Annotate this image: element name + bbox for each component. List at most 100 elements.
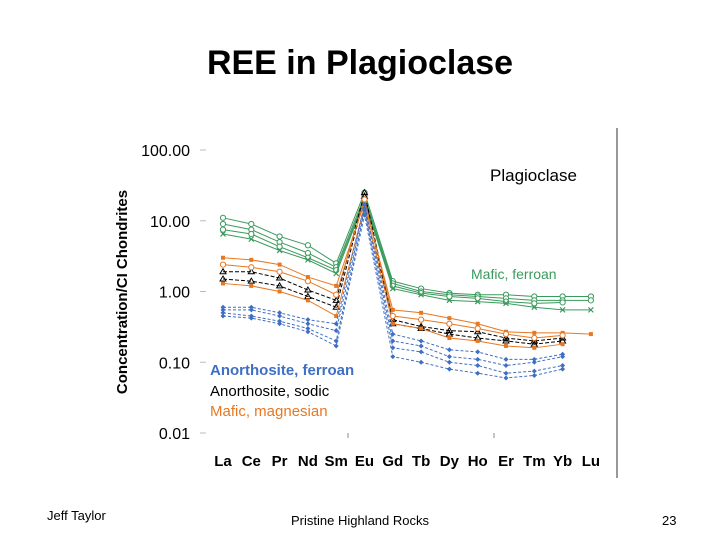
data-point	[475, 321, 480, 326]
data-point	[277, 313, 283, 319]
y-tick-label: 10.00	[150, 214, 190, 231]
data-point	[305, 321, 311, 327]
y-tick-label: 1.00	[159, 285, 190, 302]
data-point	[503, 356, 509, 362]
data-point	[447, 336, 452, 341]
y-tick-label: 0.01	[159, 426, 190, 443]
series-line	[222, 195, 591, 301]
data-point	[275, 281, 284, 289]
y-tick-label: 100.00	[141, 143, 190, 160]
data-point	[503, 362, 509, 368]
label-layer: La Ce Pr Nd Sm Eu Gd Tb Dy Ho Er Tm Yb Lu Plagioclase M…	[210, 166, 600, 470]
data-point	[502, 336, 510, 344]
ree-chart: 100.00 10.00 1.00 0.10 0.01 Concentration/CI …	[114, 128, 618, 478]
data-point	[532, 330, 537, 335]
data-point	[249, 257, 254, 262]
annotation-plagioclase: Plagioclase	[490, 166, 577, 185]
series-blue-10	[220, 207, 566, 376]
data-point	[248, 230, 255, 238]
data-point	[221, 281, 225, 286]
annotation-anorthosite-ferroan: Anorthosite, ferroan	[210, 362, 354, 379]
data-point	[304, 256, 311, 263]
data-point	[419, 326, 424, 331]
data-point	[560, 366, 566, 372]
data-point	[276, 268, 283, 275]
data-point	[446, 359, 452, 365]
talk-title-footer: Pristine Highland Rocks	[290, 513, 429, 528]
data-point	[333, 328, 339, 334]
x-tick-label-er: Er	[498, 453, 514, 470]
data-point	[305, 325, 311, 331]
page-number: 23	[662, 513, 677, 528]
x-tick-label-sm: Sm	[325, 453, 348, 470]
series-blue-11	[220, 201, 566, 362]
data-point	[219, 261, 227, 268]
data-point	[276, 247, 283, 254]
data-point	[474, 298, 481, 305]
data-point	[220, 304, 226, 310]
data-point	[360, 188, 369, 196]
x-tick-label-lu: Lu	[582, 453, 600, 470]
y-tick-label: 0.10	[159, 355, 190, 372]
x-tick-label-nd: Nd	[298, 453, 318, 470]
data-point	[277, 262, 282, 267]
data-point	[446, 320, 453, 327]
x-tick-label-eu: Eu	[355, 453, 374, 470]
data-point	[334, 283, 339, 288]
data-point	[560, 351, 566, 357]
data-point	[305, 329, 311, 335]
data-point	[221, 255, 225, 260]
y-axis-label: Concentration/CI Chondrites	[114, 190, 131, 394]
data-point	[532, 345, 537, 350]
data-point	[332, 303, 341, 310]
author-footer: Jeff Taylor	[47, 508, 106, 523]
data-point	[475, 338, 480, 343]
data-point	[502, 330, 510, 338]
data-point	[277, 289, 282, 294]
annotation-mafic-magnesian: Mafic, magnesian	[210, 403, 328, 420]
data-point	[219, 275, 227, 282]
data-point	[276, 233, 283, 240]
series-green-0	[219, 189, 595, 300]
series-green-3	[220, 198, 594, 313]
data-point	[531, 372, 537, 378]
data-point	[446, 297, 453, 304]
data-point	[445, 326, 454, 334]
data-point	[418, 343, 424, 349]
data-point	[531, 359, 537, 365]
data-point	[475, 356, 481, 362]
data-point	[249, 283, 254, 288]
data-point	[560, 342, 565, 347]
series-green-1	[219, 193, 595, 304]
data-point	[531, 334, 538, 342]
x-tick-label-tb: Tb	[412, 453, 430, 470]
data-point	[220, 310, 226, 316]
data-point	[220, 313, 226, 319]
data-point	[304, 278, 311, 285]
data-point	[248, 304, 254, 310]
data-point	[446, 347, 452, 353]
data-point	[305, 298, 310, 303]
data-point	[475, 349, 481, 355]
data-point	[219, 220, 227, 228]
data-point	[390, 354, 396, 360]
data-point	[559, 332, 566, 339]
data-point	[559, 306, 566, 313]
data-point	[503, 370, 509, 376]
x-tick-label-dy: Dy	[440, 453, 460, 470]
data-point	[560, 362, 566, 368]
data-point	[475, 370, 481, 376]
data-point	[587, 306, 594, 313]
series-line	[222, 191, 591, 297]
data-point	[277, 321, 283, 327]
series-line	[222, 199, 591, 311]
data-point	[247, 267, 256, 275]
data-point	[389, 312, 396, 320]
data-point	[305, 317, 311, 323]
x-tick-label-yb: Yb	[553, 453, 572, 470]
data-point	[587, 297, 595, 304]
series-blue-12	[220, 212, 566, 381]
data-point	[333, 321, 339, 327]
annotation-anorthosite-sodic: Anorthosite, sodic	[210, 383, 330, 400]
x-tick-label-gd: Gd	[382, 453, 403, 470]
